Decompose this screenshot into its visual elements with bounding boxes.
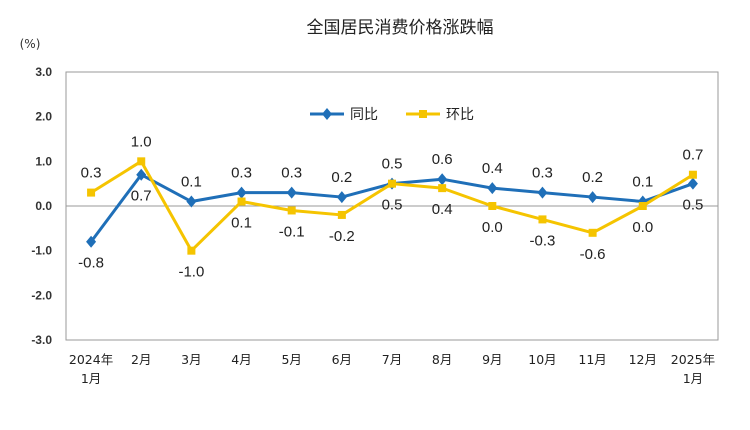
y-tick-label: 2.0: [35, 110, 52, 124]
x-tick-label: 1月: [81, 371, 101, 386]
yoy-data-label: 0.3: [231, 165, 252, 182]
x-tick-label: 12月: [629, 352, 657, 367]
mom-data-label: -0.1: [279, 223, 305, 240]
mom-data-label: 1.0: [131, 133, 152, 150]
yoy-point: [437, 173, 448, 186]
x-tick-label: 10月: [528, 352, 556, 367]
x-tick-label: 5月: [281, 352, 301, 367]
mom-data-label: 0.3: [81, 165, 102, 182]
yoy-data-label: -0.8: [78, 255, 104, 272]
yoy-data-label: 0.2: [331, 169, 352, 186]
mom-data-label: -0.3: [530, 232, 556, 249]
mom-point: [588, 228, 597, 237]
x-tick-label: 2月: [131, 352, 151, 367]
yoy-point: [86, 235, 97, 248]
mom-point: [337, 210, 346, 219]
yoy-point: [687, 177, 698, 190]
mom-point: [438, 184, 447, 193]
y-tick-label: 1.0: [35, 154, 52, 168]
legend-label-mom: 环比: [446, 107, 474, 123]
mom-point: [137, 157, 146, 166]
yoy-data-label: 0.5: [682, 197, 703, 214]
x-tick-label: 3月: [181, 352, 201, 367]
legend-marker-yoy: [322, 108, 332, 120]
yoy-point: [487, 182, 498, 195]
yoy-point: [286, 186, 297, 199]
yoy-point: [136, 168, 147, 181]
x-tick-label: 4月: [231, 352, 251, 367]
mom-data-label: 0.1: [231, 215, 252, 232]
data-labels-layer: -0.8 0.3 0.7 1.0 0.1 -1.0 0.3 0.1 0.3 -0.1 0.2 -0.2…: [78, 133, 703, 280]
x-axis-ticks: 2024年 1月 2月 3月 4月 5月 6月 7月 8月 9月 10月 11月 12月 2025年 1月: [69, 352, 715, 386]
yoy-point: [236, 186, 247, 199]
y-tick-label: -2.0: [31, 288, 52, 302]
mom-point: [287, 206, 296, 215]
x-tick-label: 6月: [332, 352, 352, 367]
y-axis-ticks: 3.0 2.0 1.0 0.0 -1.0 -2.0 -3.0: [31, 65, 52, 347]
mom-data-label: 0.0: [482, 219, 503, 236]
legend: 同比 环比: [310, 107, 474, 123]
yoy-data-label: 0.7: [131, 188, 152, 205]
mom-data-label: -1.0: [178, 264, 204, 281]
y-tick-label: -1.0: [31, 244, 52, 258]
x-tick-label: 2024年: [69, 352, 113, 367]
yoy-data-label: 0.5: [382, 156, 403, 173]
mom-data-label: 0.5: [382, 197, 403, 214]
mom-point: [187, 246, 196, 255]
yoy-data-label: 0.6: [432, 151, 453, 168]
x-tick-label: 8月: [432, 352, 452, 367]
x-tick-label: 11月: [578, 352, 606, 367]
yoy-point: [587, 191, 598, 204]
x-tick-label: 7月: [382, 352, 402, 367]
yoy-data-label: 0.1: [632, 174, 653, 191]
legend-marker-mom: [419, 110, 427, 118]
series-layer: [86, 157, 698, 255]
y-axis-unit: (%): [20, 37, 41, 51]
mom-point: [237, 197, 246, 206]
legend-label-yoy: 同比: [350, 107, 378, 123]
mom-point: [638, 202, 647, 210]
mom-data-label: 0.0: [632, 219, 653, 236]
mom-data-label: -0.6: [580, 246, 606, 263]
chart-title: 全国居民消费价格涨跌幅: [307, 18, 494, 38]
yoy-data-label: 0.3: [281, 165, 302, 182]
mom-point: [87, 188, 96, 197]
yoy-data-label: 0.2: [582, 169, 603, 186]
yoy-point: [336, 191, 347, 204]
mom-data-label: 0.4: [432, 201, 453, 218]
mom-data-label: -0.2: [329, 228, 355, 245]
mom-data-label: 0.7: [682, 147, 703, 164]
y-tick-label: 3.0: [35, 65, 52, 79]
y-tick-label: -3.0: [31, 333, 52, 347]
mom-point: [538, 215, 547, 224]
x-tick-label: 1月: [683, 371, 703, 386]
yoy-data-label: 0.3: [532, 165, 553, 182]
x-tick-label: 2025年: [671, 352, 715, 367]
mom-point: [488, 202, 497, 210]
x-tick-label: 9月: [482, 352, 502, 367]
yoy-data-label: 0.4: [482, 160, 503, 177]
mom-point: [388, 179, 396, 188]
yoy-point: [186, 195, 197, 208]
mom-point: [688, 170, 697, 179]
y-tick-label: 0.0: [35, 199, 52, 213]
yoy-point: [537, 186, 548, 199]
yoy-data-label: 0.1: [181, 174, 202, 191]
